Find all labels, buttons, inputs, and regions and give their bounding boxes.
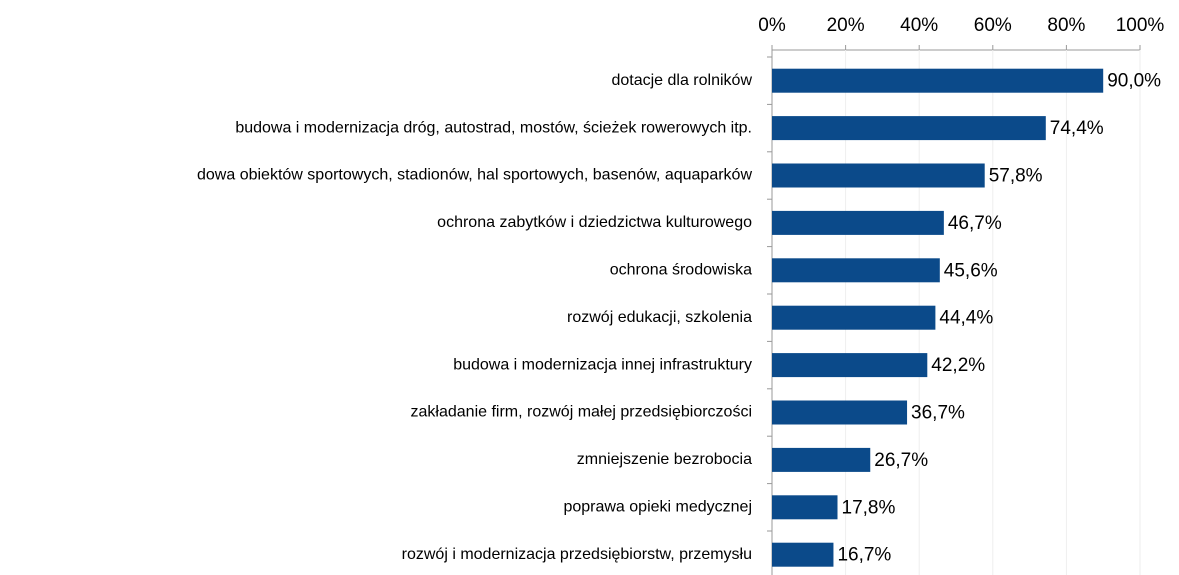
category-label: zakładanie firm, rozwój małej przedsiębi…: [411, 404, 752, 421]
category-label: rozwój i modernizacja przedsiębiorstw, p…: [402, 546, 752, 563]
category-label: budowa i modernizacja dróg, autostrad, m…: [235, 119, 752, 136]
value-label: 74,4%: [1050, 118, 1104, 139]
category-label: poprawa opieki medycznej: [563, 499, 752, 516]
value-label: 16,7%: [837, 545, 891, 566]
value-label: 42,2%: [931, 355, 985, 376]
category-label: rozwój edukacji, szkolenia: [567, 309, 752, 326]
category-label: dowa obiektów sportowych, stadionów, hal…: [197, 167, 752, 184]
bar: [772, 210, 944, 235]
bar: [772, 258, 940, 283]
value-label: 57,8%: [989, 166, 1043, 187]
bar: [772, 305, 936, 330]
value-label: 45,6%: [944, 260, 998, 281]
category-label: budowa i modernizacja innej infrastruktu…: [453, 356, 752, 373]
value-label: 17,8%: [842, 497, 896, 518]
value-label: 46,7%: [948, 213, 1002, 234]
x-tick-label: 100%: [1116, 15, 1165, 36]
x-tick-label: 40%: [900, 15, 938, 36]
x-tick-label: 0%: [758, 15, 786, 36]
category-label: dotacje dla rolników: [611, 72, 752, 89]
category-label: ochrona środowiska: [610, 262, 752, 279]
bar: [772, 400, 908, 425]
bar: [772, 353, 928, 378]
bar: [772, 447, 871, 472]
bar: [772, 68, 1104, 93]
value-label: 44,4%: [939, 308, 993, 329]
value-label: 90,0%: [1107, 71, 1161, 92]
x-tick-label: 80%: [1047, 15, 1085, 36]
x-tick-label: 20%: [827, 15, 865, 36]
bar: [772, 542, 834, 567]
value-label: 36,7%: [911, 403, 965, 424]
bar: [772, 495, 838, 520]
category-label: zmniejszenie bezrobocia: [577, 451, 752, 468]
bar: [772, 163, 985, 188]
value-label: 26,7%: [874, 450, 928, 471]
x-tick-label: 60%: [974, 15, 1012, 36]
category-label: ochrona zabytków i dziedzictwa kulturowe…: [437, 214, 752, 231]
bar: [772, 116, 1046, 141]
